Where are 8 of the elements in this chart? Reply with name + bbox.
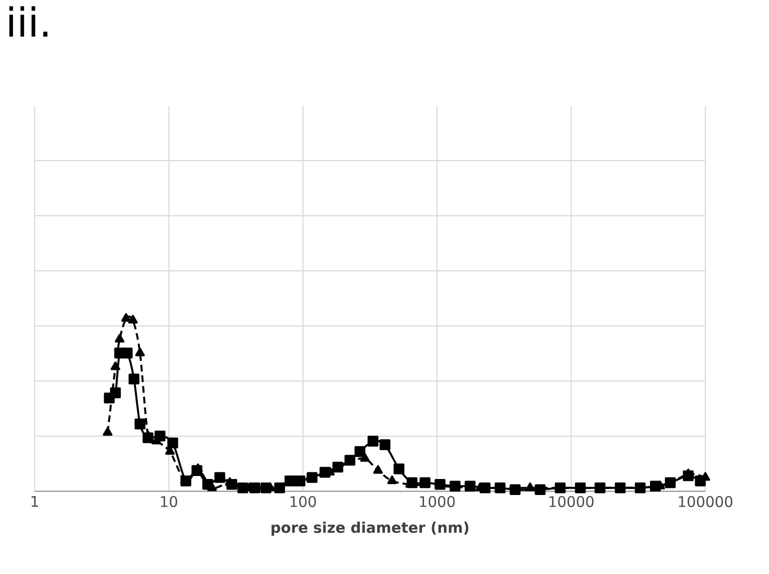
chart-title: iii. — [9, 6, 48, 37]
x-tick-label: 100000 — [678, 496, 732, 508]
x-tick-label: 100 — [290, 496, 316, 508]
x-tick-label: 1 — [32, 496, 38, 507]
x-tick-label: 1000 — [420, 496, 455, 508]
x-tick-label: 10 — [161, 496, 178, 508]
x-axis-title: pore size diameter (nm) — [272, 522, 468, 536]
x-tick-label: 10000 — [549, 496, 594, 508]
